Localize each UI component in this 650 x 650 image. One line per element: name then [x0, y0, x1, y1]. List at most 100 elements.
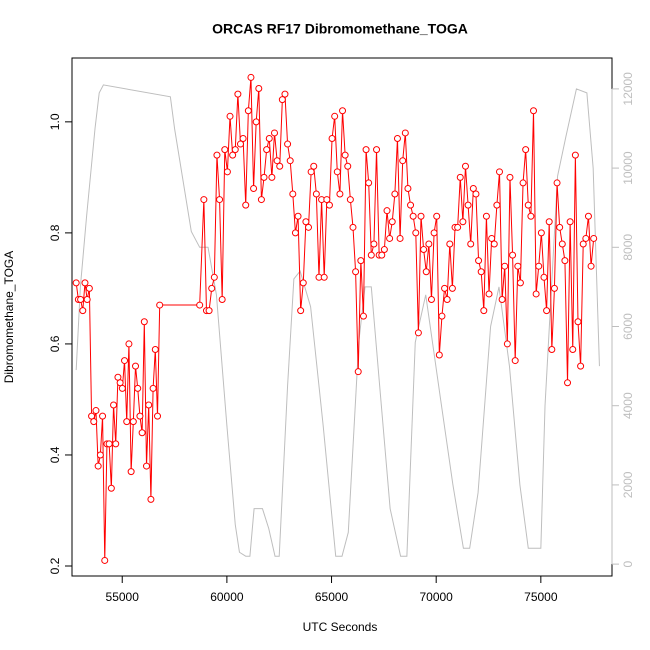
- data-point: [231, 146, 239, 154]
- data-point: [577, 362, 585, 370]
- data-point: [435, 351, 443, 359]
- data-point: [425, 240, 433, 248]
- data-point: [485, 290, 493, 298]
- data-point: [386, 234, 394, 242]
- data-point: [509, 251, 517, 259]
- data-point: [83, 296, 91, 304]
- data-point: [213, 151, 221, 159]
- data-point: [490, 240, 498, 248]
- data-line: [75, 77, 595, 561]
- data-point: [480, 307, 488, 315]
- data-point: [566, 218, 574, 226]
- data-point: [380, 246, 388, 254]
- data-point: [129, 418, 137, 426]
- data-point: [506, 173, 514, 181]
- data-point: [590, 234, 598, 242]
- data-point: [498, 296, 506, 304]
- data-point: [477, 268, 485, 276]
- data-point: [456, 173, 464, 181]
- data-point: [154, 412, 161, 420]
- data-point: [540, 273, 548, 281]
- y2-tick-label: 8000: [621, 234, 635, 261]
- data-point: [96, 451, 104, 459]
- data-point: [357, 257, 365, 265]
- data-point: [427, 296, 435, 304]
- data-point: [472, 190, 480, 198]
- y-tick-label: 0.4: [48, 446, 62, 463]
- data-point: [320, 273, 328, 281]
- data-point: [331, 112, 339, 120]
- data-point: [558, 240, 566, 248]
- data-point: [404, 184, 412, 192]
- data-point: [221, 146, 229, 154]
- data-point: [305, 223, 313, 231]
- data-point: [234, 90, 242, 98]
- data-point: [409, 212, 417, 220]
- data-point: [239, 135, 247, 143]
- data-point: [263, 146, 271, 154]
- data-point: [72, 279, 80, 287]
- data-point: [524, 201, 532, 209]
- data-point: [548, 345, 556, 353]
- data-point: [92, 407, 100, 415]
- data-point: [461, 162, 469, 170]
- y2-tick-label: 10000: [621, 151, 635, 185]
- data-point: [587, 262, 595, 270]
- data-point: [574, 318, 582, 326]
- y2-tick-label: 12000: [621, 72, 635, 106]
- data-point: [561, 257, 569, 265]
- data-point: [344, 162, 352, 170]
- y2-tick-label: 6000: [621, 313, 635, 340]
- data-point: [99, 412, 107, 420]
- data-point: [79, 307, 87, 315]
- data-point: [325, 201, 333, 209]
- data-point: [407, 201, 415, 209]
- data-point: [323, 196, 331, 204]
- data-point: [132, 362, 140, 370]
- data-point: [112, 440, 120, 448]
- data-point: [459, 218, 467, 226]
- data-point: [289, 190, 297, 198]
- data-point: [255, 85, 263, 93]
- data-point: [81, 279, 89, 287]
- data-point: [257, 196, 265, 204]
- y-tick-label: 1.0: [48, 113, 62, 130]
- data-point: [341, 151, 349, 159]
- data-point: [582, 234, 590, 242]
- data-point: [352, 268, 360, 276]
- data-point: [378, 251, 386, 259]
- data-point: [281, 90, 289, 98]
- x-tick-label: 75000: [524, 590, 558, 604]
- data-point: [244, 107, 252, 115]
- y-axis-label: Dibromomethane_TOGA: [2, 251, 16, 384]
- data-point: [200, 196, 208, 204]
- data-point: [328, 135, 336, 143]
- data-point: [488, 234, 496, 242]
- data-point: [530, 107, 538, 115]
- data-point: [527, 212, 535, 220]
- data-point: [522, 146, 530, 154]
- x-tick-label: 55000: [106, 590, 140, 604]
- data-point: [401, 129, 409, 137]
- data-point: [94, 462, 102, 470]
- data-point: [156, 301, 164, 309]
- data-point: [399, 157, 407, 165]
- data-point: [90, 418, 98, 426]
- data-point: [396, 234, 404, 242]
- y-tick-label: 0.2: [48, 557, 62, 574]
- data-point: [145, 401, 153, 409]
- data-point: [362, 146, 370, 154]
- data-point: [85, 284, 93, 292]
- data-point: [370, 240, 378, 248]
- data-point: [519, 179, 527, 187]
- data-point: [312, 190, 320, 198]
- data-point: [388, 218, 396, 226]
- data-point: [441, 284, 449, 292]
- data-point: [307, 168, 315, 176]
- data-point: [579, 240, 587, 248]
- data-point: [571, 151, 579, 159]
- data-point: [543, 307, 551, 315]
- data-point: [339, 107, 347, 115]
